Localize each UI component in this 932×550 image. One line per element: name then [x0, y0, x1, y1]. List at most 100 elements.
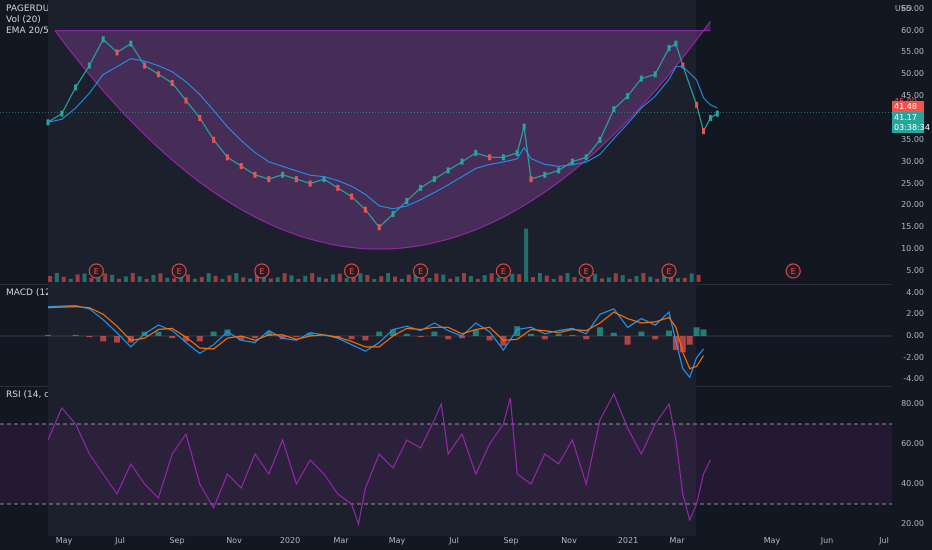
price-candle: [60, 110, 64, 117]
price-candle: [225, 154, 229, 161]
volume-bar: [579, 278, 584, 282]
volume-bar: [648, 276, 653, 282]
volume-bar: [241, 277, 246, 282]
price-tick-label: 60.00: [901, 25, 924, 35]
macd-histogram-bar: [224, 329, 231, 336]
volume-bar: [565, 273, 570, 282]
price-tick-label: 45.00: [901, 91, 924, 101]
rsi-tick-label: 80.00: [901, 399, 924, 408]
volume-bar: [413, 273, 418, 282]
volume-bar: [275, 277, 280, 282]
macd-histogram-bar: [362, 336, 369, 341]
macd-histogram-bar: [555, 333, 562, 336]
volume-bar: [75, 274, 80, 282]
price-tick-label: 65.00: [901, 3, 924, 13]
earnings-marker-label: E: [349, 267, 354, 276]
volume-bar: [192, 278, 197, 282]
price-tick-label: 30.00: [901, 156, 924, 166]
price-candle: [129, 40, 133, 47]
macd-histogram-bar: [624, 336, 631, 345]
volume-bar: [206, 273, 211, 282]
macd-histogram-bar: [86, 336, 93, 338]
macd-histogram-bar: [390, 329, 396, 336]
price-candle: [308, 180, 312, 187]
volume-bar: [524, 228, 529, 282]
macd-histogram-bar: [403, 333, 410, 336]
macd-tick-label: 0.00: [906, 331, 924, 340]
price-candle: [350, 193, 354, 200]
macd-histogram-bar: [486, 336, 493, 341]
volume-bar: [344, 278, 349, 282]
macd-histogram-bar: [610, 332, 617, 336]
volume-bar: [531, 277, 535, 282]
macd-histogram-bar: [183, 336, 189, 342]
volume-bar: [393, 276, 397, 282]
volume-bar: [634, 276, 639, 282]
price-candle: [446, 167, 450, 174]
macd-histogram-bar: [238, 336, 245, 341]
price-candle: [708, 114, 712, 121]
macd-histogram-bar: [252, 336, 258, 339]
price-candle: [639, 75, 643, 82]
volume-bar: [110, 274, 115, 282]
rsi-legend[interactable]: RSI (14, close): [6, 390, 71, 400]
volume-bar: [558, 275, 563, 282]
volume-bar: [689, 273, 694, 282]
price-candle: [460, 158, 464, 165]
price-candle: [322, 176, 326, 183]
macd-histogram-bar: [652, 336, 659, 340]
macd-histogram-bar: [417, 336, 424, 338]
price-tick-label: 35.00: [901, 134, 924, 144]
price-candle: [170, 80, 174, 87]
volume-bar: [227, 275, 232, 282]
macd-histogram-bar: [196, 336, 203, 342]
macd-tick-label: -2.00: [903, 352, 924, 362]
price-candle: [715, 110, 719, 117]
time-tick-label: Jun: [820, 536, 834, 545]
price-candle: [253, 171, 257, 178]
price-tick-label: 55.00: [901, 47, 924, 57]
volume-legend[interactable]: Vol (20): [6, 15, 41, 25]
volume-bar: [593, 273, 598, 282]
time-tick-label: Jul: [879, 536, 889, 545]
macd-histogram-bar: [210, 331, 217, 336]
volume-bar: [406, 274, 411, 282]
volume-bar: [386, 273, 391, 282]
macd-histogram-bar: [100, 336, 107, 342]
volume-bar: [310, 273, 315, 282]
earnings-marker-label: E: [791, 267, 796, 276]
macd-histogram-bar: [169, 336, 176, 339]
volume-bar: [441, 274, 446, 282]
earnings-marker: [578, 263, 594, 279]
price-candle: [543, 171, 547, 178]
macd-signal-line: [47, 306, 705, 370]
macd-histogram-bar: [155, 331, 162, 336]
volume-bar: [199, 276, 204, 282]
macd-histogram-bar: [445, 336, 452, 340]
macd-histogram-bar: [376, 331, 383, 336]
price-candle: [143, 62, 147, 69]
earnings-marker-label: E: [666, 267, 671, 276]
macd-histogram-bar: [431, 331, 438, 336]
price-tick-label: 15.00: [901, 222, 924, 232]
volume-bar: [365, 275, 370, 282]
time-tick-label: Jul: [115, 536, 125, 545]
macd-histogram-bar: [541, 336, 548, 340]
volume-bar: [537, 273, 542, 282]
volume-bar: [117, 278, 121, 282]
price-candle: [87, 62, 91, 69]
price-candle: [626, 93, 630, 100]
volume-bar: [655, 278, 660, 282]
volume-bar: [268, 278, 273, 282]
price-candle: [391, 211, 395, 218]
macd-histogram-bar: [265, 331, 272, 336]
macd-histogram-bar: [72, 334, 79, 336]
volume-bar: [151, 274, 156, 282]
earnings-marker: [661, 263, 677, 279]
macd-histogram-bar: [686, 336, 693, 345]
volume-bar: [282, 273, 287, 282]
volume-bar: [213, 275, 218, 282]
currency-label: USD: [894, 4, 912, 13]
macd-histogram-bar: [700, 329, 707, 336]
